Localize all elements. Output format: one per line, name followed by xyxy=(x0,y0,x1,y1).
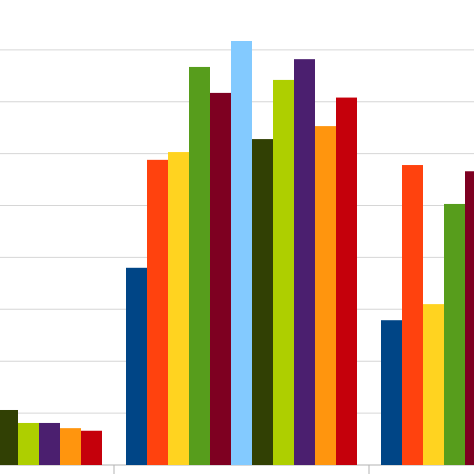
bar xyxy=(60,428,81,465)
bar xyxy=(0,409,18,465)
bar xyxy=(39,422,60,465)
bar xyxy=(423,304,444,465)
bar xyxy=(231,40,252,466)
bar xyxy=(189,66,210,466)
bar xyxy=(126,267,147,465)
bar xyxy=(444,203,465,465)
bar xyxy=(210,92,231,465)
bar xyxy=(168,152,189,466)
bar xyxy=(147,159,168,465)
bar xyxy=(294,59,315,466)
bar xyxy=(336,97,357,466)
bar xyxy=(465,171,474,465)
bar xyxy=(273,79,294,465)
bar xyxy=(315,126,336,466)
bar xyxy=(18,422,39,465)
bar xyxy=(381,320,402,465)
bar xyxy=(81,430,102,465)
bar xyxy=(402,165,423,465)
bar xyxy=(252,139,273,465)
